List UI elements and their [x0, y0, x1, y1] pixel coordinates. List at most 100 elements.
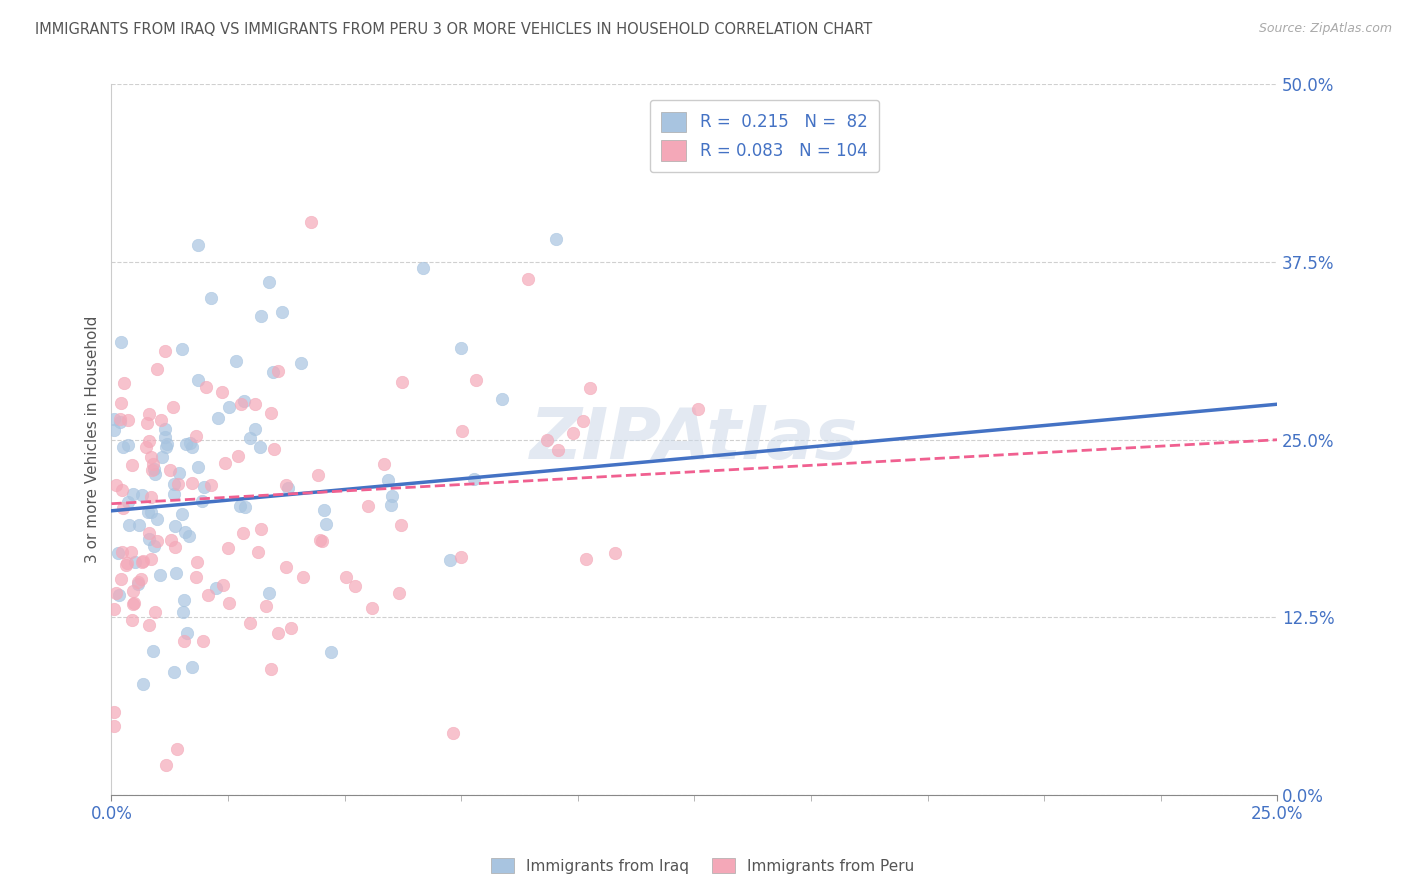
Point — [170, 507, 193, 521]
Point — [226, 450, 249, 464]
Point — [121, 458, 143, 472]
Point — [103, 411, 125, 425]
Point — [239, 431, 262, 445]
Point — [299, 215, 322, 229]
Point — [117, 517, 139, 532]
Point — [380, 498, 402, 512]
Point — [155, 344, 177, 359]
Point — [139, 552, 162, 566]
Point — [262, 365, 284, 379]
Point — [491, 392, 513, 407]
Point — [174, 525, 197, 540]
Point — [156, 437, 179, 451]
Legend: R =  0.215   N =  82, R = 0.083   N = 104: R = 0.215 N = 82, R = 0.083 N = 104 — [650, 100, 879, 172]
Point — [122, 598, 145, 612]
Point — [136, 505, 159, 519]
Point — [356, 499, 378, 513]
Point — [575, 552, 598, 566]
Point — [115, 558, 138, 572]
Point — [138, 407, 160, 421]
Point — [184, 429, 207, 443]
Point — [187, 373, 209, 387]
Point — [243, 397, 266, 411]
Point — [166, 742, 188, 756]
Point — [450, 341, 472, 355]
Point — [110, 335, 132, 350]
Point — [249, 440, 271, 454]
Point — [191, 634, 214, 648]
Point — [180, 475, 202, 490]
Point — [127, 574, 149, 589]
Point — [308, 468, 330, 483]
Point — [381, 489, 404, 503]
Point — [688, 402, 710, 417]
Point — [135, 440, 157, 454]
Point — [277, 482, 299, 496]
Point — [464, 373, 486, 387]
Point — [177, 529, 200, 543]
Text: ZIPAtlas: ZIPAtlas — [530, 405, 859, 475]
Point — [149, 567, 172, 582]
Point — [388, 586, 411, 600]
Point — [263, 442, 285, 457]
Point — [254, 599, 277, 613]
Point — [267, 364, 290, 378]
Point — [309, 533, 332, 548]
Point — [146, 534, 169, 549]
Point — [250, 522, 273, 536]
Point — [197, 588, 219, 602]
Point — [179, 436, 201, 450]
Point — [139, 450, 162, 464]
Point — [124, 596, 146, 610]
Point — [218, 597, 240, 611]
Point — [259, 586, 281, 600]
Point — [160, 533, 183, 548]
Point — [181, 440, 204, 454]
Point — [231, 397, 253, 411]
Point — [111, 545, 134, 559]
Point — [292, 570, 315, 584]
Point — [159, 463, 181, 477]
Point — [547, 442, 569, 457]
Point — [108, 411, 131, 425]
Point — [105, 585, 128, 599]
Point — [138, 533, 160, 547]
Point — [211, 384, 233, 399]
Point — [200, 477, 222, 491]
Point — [463, 472, 485, 486]
Point — [110, 572, 132, 586]
Point — [562, 425, 585, 440]
Point — [111, 483, 134, 497]
Point — [141, 463, 163, 477]
Point — [117, 495, 139, 509]
Point — [146, 362, 169, 376]
Point — [120, 545, 142, 559]
Point — [239, 616, 262, 631]
Point — [450, 549, 472, 564]
Point — [439, 553, 461, 567]
Point — [162, 476, 184, 491]
Point — [108, 588, 131, 602]
Point — [146, 512, 169, 526]
Point — [150, 413, 173, 427]
Point — [373, 457, 395, 471]
Point — [315, 516, 337, 531]
Point — [153, 430, 176, 444]
Point — [173, 593, 195, 607]
Point — [207, 411, 229, 425]
Point — [117, 438, 139, 452]
Point — [103, 423, 125, 437]
Point — [181, 659, 204, 673]
Point — [233, 500, 256, 514]
Point — [155, 422, 177, 436]
Point — [103, 705, 125, 719]
Point — [377, 473, 399, 487]
Point — [187, 238, 209, 252]
Point — [187, 459, 209, 474]
Point — [218, 400, 240, 414]
Point — [104, 477, 127, 491]
Point — [163, 486, 186, 500]
Point — [129, 572, 152, 586]
Point — [124, 556, 146, 570]
Point — [389, 518, 412, 533]
